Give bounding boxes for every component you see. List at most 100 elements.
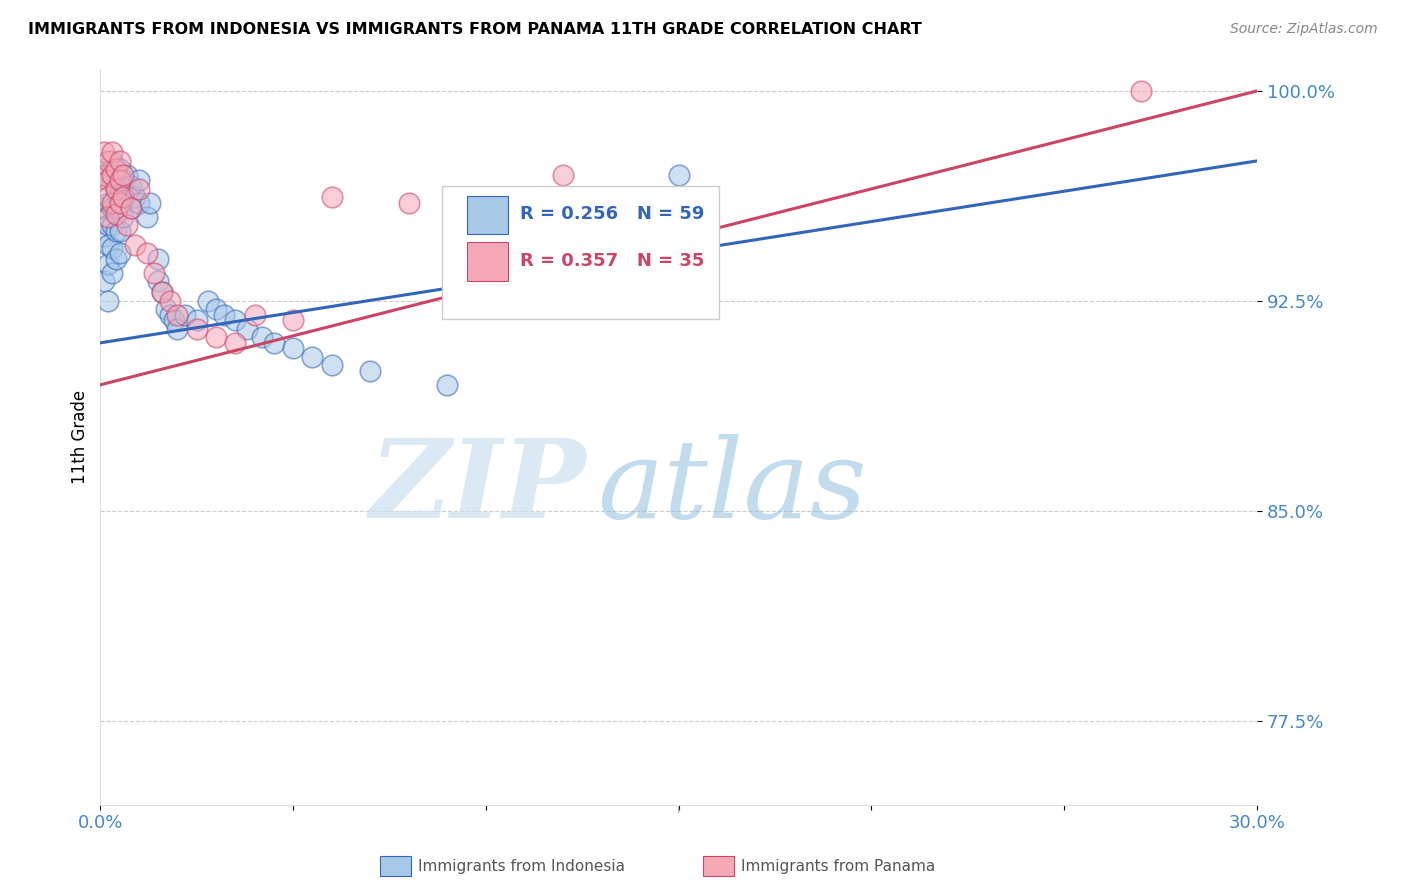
Point [104,182,127,196]
Point [128,195,150,210]
Point [97,293,120,308]
Text: ZIP: ZIP [370,434,586,541]
Point [101,168,124,182]
Text: R = 0.256   N = 59: R = 0.256 N = 59 [520,205,704,223]
Point [186,322,208,336]
Point [93,145,115,160]
Point [148,252,170,266]
Point [101,202,124,216]
Point [104,162,127,177]
Point [205,302,228,317]
Point [205,330,228,344]
Point [104,182,127,196]
Point [128,182,150,196]
Point [301,350,323,364]
Point [108,153,131,168]
Point [108,195,131,210]
Point [1130,84,1153,98]
Point [551,168,574,182]
Point [162,313,184,327]
Point [104,168,127,182]
Point [101,173,124,187]
Point [124,190,146,204]
Point [321,358,343,372]
Point [117,187,139,202]
Point [97,173,120,187]
Point [281,342,304,356]
Point [212,308,235,322]
Point [120,202,142,216]
Point [104,252,127,266]
Y-axis label: 11th Grade: 11th Grade [72,390,89,483]
Point [281,313,304,327]
Point [135,210,157,224]
Point [398,195,420,210]
Point [159,308,181,322]
Bar [467,243,508,280]
Point [117,219,139,233]
Point [108,162,131,177]
Point [101,195,124,210]
Point [224,335,246,350]
Point [668,168,690,182]
Point [97,257,120,271]
Point [174,308,197,322]
Point [97,219,120,233]
Point [93,274,115,288]
Point [93,202,115,216]
Point [224,313,246,327]
Point [108,246,131,260]
Point [148,274,170,288]
Point [252,330,274,344]
Point [143,266,166,280]
Point [93,229,115,244]
Text: Source: ZipAtlas.com: Source: ZipAtlas.com [1230,22,1378,37]
Point [150,285,173,300]
Point [101,145,124,160]
Point [101,266,124,280]
Point [104,207,127,221]
Point [112,168,135,182]
Point [112,190,135,204]
Point [139,195,162,210]
Point [108,182,131,196]
Point [112,190,135,204]
Point [124,238,146,252]
Point [128,173,150,187]
Point [120,202,142,216]
Point [197,293,219,308]
Text: R = 0.357   N = 35: R = 0.357 N = 35 [520,252,704,270]
Text: Immigrants from Indonesia: Immigrants from Indonesia [418,859,624,873]
Point [108,173,131,187]
Point [108,224,131,238]
Point [108,202,131,216]
Point [236,322,259,336]
Point [359,364,381,378]
Point [93,168,115,182]
Point [159,293,181,308]
Text: Immigrants from Panama: Immigrants from Panama [741,859,935,873]
Point [120,179,142,194]
Point [166,322,188,336]
Point [101,241,124,255]
Point [97,195,120,210]
Point [166,308,188,322]
Point [93,168,115,182]
Point [112,173,135,187]
Point [186,313,208,327]
Point [104,224,127,238]
FancyBboxPatch shape [441,186,720,318]
Point [101,219,124,233]
Point [135,246,157,260]
Point [321,190,343,204]
Point [97,153,120,168]
Point [436,377,458,392]
Point [104,202,127,216]
Point [101,153,124,168]
Point [97,210,120,224]
Text: IMMIGRANTS FROM INDONESIA VS IMMIGRANTS FROM PANAMA 11TH GRADE CORRELATION CHART: IMMIGRANTS FROM INDONESIA VS IMMIGRANTS … [28,22,922,37]
Point [155,302,177,317]
Bar [467,196,508,235]
Point [97,238,120,252]
Point [150,285,173,300]
